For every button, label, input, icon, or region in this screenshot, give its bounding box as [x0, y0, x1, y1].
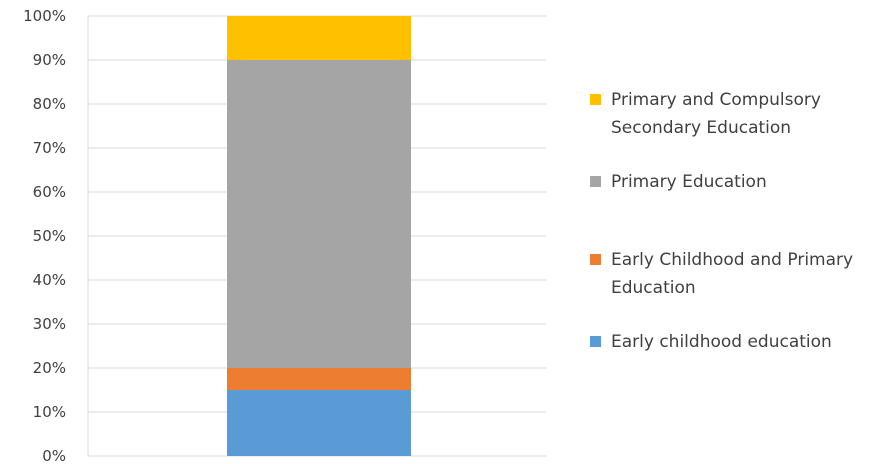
legend-swatch — [590, 94, 601, 105]
y-tick-label: 90% — [33, 51, 66, 69]
bar-segment — [227, 16, 411, 60]
legend-swatch — [590, 254, 601, 265]
y-tick-label: 40% — [33, 271, 66, 289]
bar-segment — [227, 368, 411, 390]
legend-label: Primary and Compulsory Secondary Educati… — [611, 90, 821, 138]
legend-item-primary-compulsory-secondary: Primary and Compulsory Secondary Educati… — [590, 88, 881, 142]
legend-item-early-childhood-primary: Early Childhood and Primary Education — [590, 248, 881, 302]
y-tick-label: 70% — [33, 139, 66, 157]
legend-label: Early Childhood and Primary Education — [611, 250, 854, 298]
legend-swatch — [590, 176, 601, 187]
y-tick-label: 60% — [33, 183, 66, 201]
y-tick-label: 10% — [33, 403, 66, 421]
legend-item-primary-education: Primary Education — [590, 170, 881, 196]
legend-label: Early childhood education — [611, 332, 832, 352]
bar-segment — [227, 60, 411, 368]
y-tick-label: 50% — [33, 227, 66, 245]
y-tick-label: 100% — [23, 7, 66, 25]
y-tick-label: 0% — [42, 447, 66, 464]
bar-segment — [227, 390, 411, 456]
legend-swatch — [590, 336, 601, 347]
legend-item-early-childhood: Early childhood education — [590, 330, 881, 356]
legend-label: Primary Education — [611, 172, 767, 192]
y-tick-label: 20% — [33, 359, 66, 377]
y-tick-label: 80% — [33, 95, 66, 113]
y-tick-label: 30% — [33, 315, 66, 333]
y-axis: 0% 10% 20% 30% 40% 50% 60% 70% 80% 90% 100% — [23, 7, 89, 464]
bar-stack — [227, 16, 411, 456]
